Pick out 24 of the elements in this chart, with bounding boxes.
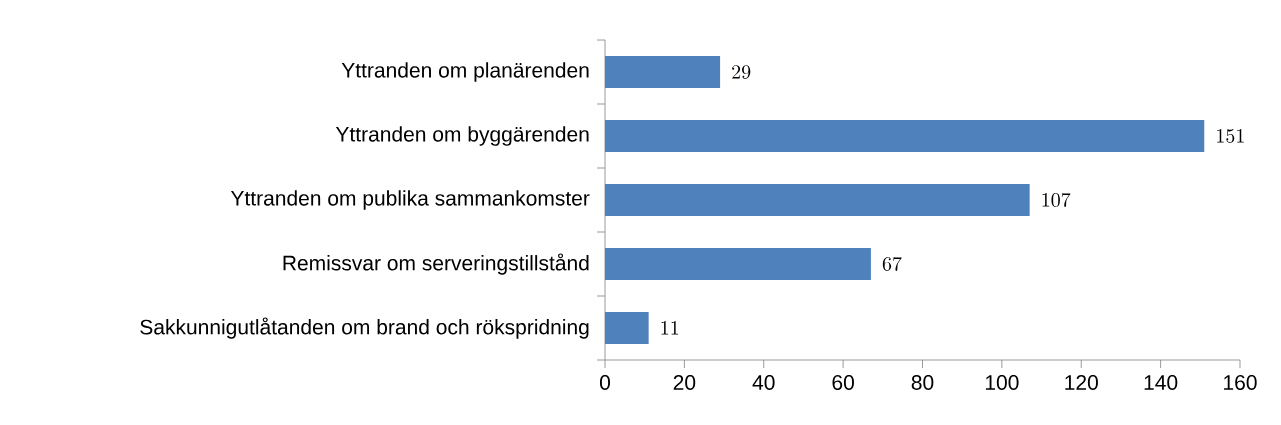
data-label: 67 [882, 256, 902, 271]
x-tick-label: 120 [1065, 375, 1098, 390]
y-tick-label: Yttranden om publika sammankomster [230, 190, 590, 210]
x-tick-label: 140 [1144, 375, 1178, 390]
x-tick-label: 40 [752, 375, 775, 390]
y-tick-label: Remissvar om serveringstillstånd [283, 253, 589, 275]
x-tick-label: 80 [911, 375, 934, 390]
data-label: 11 [661, 321, 679, 335]
x-tick-label: 0 [599, 375, 611, 390]
bar [605, 312, 649, 345]
x-tick-label: 160 [1224, 375, 1257, 390]
data-label: 151 [1217, 129, 1244, 143]
bar [605, 184, 1030, 217]
x-tick-label: 100 [985, 375, 1019, 390]
x-tick-label: 60 [832, 375, 854, 390]
x-tick-label: 20 [673, 375, 696, 390]
data-label: 107 [1042, 192, 1071, 207]
data-label: 29 [732, 65, 751, 79]
bar [605, 120, 1205, 153]
y-tick-label: Yttranden om byggärenden [335, 126, 589, 146]
bar [605, 248, 871, 281]
y-tick-label: Yttranden om planärenden [341, 62, 589, 82]
y-tick-label: Sakkunnigutlåtanden om brand och rökspridning [140, 317, 589, 339]
bar [605, 56, 721, 89]
